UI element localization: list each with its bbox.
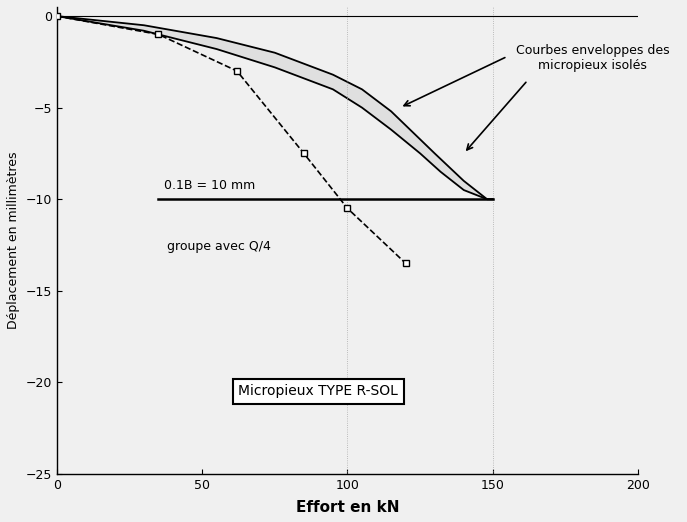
Text: groupe avec Q/4: groupe avec Q/4: [167, 241, 271, 254]
Text: Micropieux TYPE R-SOL: Micropieux TYPE R-SOL: [238, 385, 398, 398]
X-axis label: Effort en kN: Effort en kN: [295, 500, 399, 515]
Polygon shape: [57, 16, 493, 199]
Text: Courbes enveloppes des
micropieux isolés: Courbes enveloppes des micropieux isolés: [516, 43, 670, 72]
Text: 0.1B = 10 mm: 0.1B = 10 mm: [164, 179, 256, 192]
Y-axis label: Déplacement en millimètres: Déplacement en millimètres: [7, 152, 20, 329]
